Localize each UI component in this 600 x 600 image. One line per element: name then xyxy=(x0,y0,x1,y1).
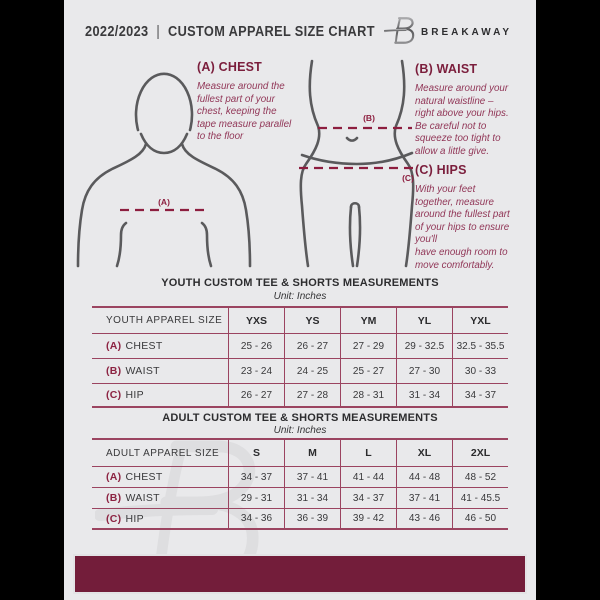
youth-size-table: YOUTH APPAREL SIZE YXS YS YM YL YXL (A) … xyxy=(92,306,508,408)
torso-figure-illustration: (A) xyxy=(76,72,252,268)
youth-size-ym: YM xyxy=(340,308,396,333)
youth-size-yxl: YXL xyxy=(452,308,508,333)
waist-guide: (B) WAIST Measure around your natural wa… xyxy=(415,62,533,159)
waist-guide-text: Measure around your natural waistline – … xyxy=(415,83,509,157)
value-cell: 26 - 27 xyxy=(228,384,284,406)
youth-table-header-row: YOUTH APPAREL SIZE YXS YS YM YL YXL xyxy=(92,306,508,333)
adult-size-l: L xyxy=(340,440,396,466)
youth-unit-label: Unit: Inches xyxy=(273,291,327,302)
value-cell: 27 - 30 xyxy=(396,359,452,383)
value-cell: 31 - 34 xyxy=(284,488,340,508)
youth-waist-row: (B) WAIST 23 - 24 24 - 25 25 - 27 27 - 3… xyxy=(92,358,508,383)
youth-size-yl: YL xyxy=(396,308,452,333)
hips-guide-text: With your feet together, measure around … xyxy=(415,184,510,271)
hips-guide-heading: (C) HIPS xyxy=(415,163,467,177)
brand-name: BREAKAWAY xyxy=(421,27,513,38)
adult-size-xl: XL xyxy=(396,440,452,466)
value-cell: 23 - 24 xyxy=(228,359,284,383)
youth-chest-row: (A) CHEST 25 - 26 26 - 27 27 - 29 29 - 3… xyxy=(92,333,508,358)
value-cell: 48 - 52 xyxy=(452,467,508,487)
chest-guide-text: Measure around the fullest part of your … xyxy=(197,81,292,143)
value-cell: 27 - 28 xyxy=(284,384,340,406)
youth-size-col-header: YOUTH APPAREL SIZE xyxy=(106,315,223,326)
value-cell: 34 - 36 xyxy=(228,509,284,528)
chest-guide-heading: (A) CHEST xyxy=(197,60,262,74)
lower-body-figure-illustration: (B) (C) xyxy=(299,59,415,268)
adult-size-table: ADULT APPAREL SIZE S M L XL 2XL (A) CHES… xyxy=(92,438,508,530)
edition-label: 2022/2023 xyxy=(85,24,149,40)
masthead-divider: | xyxy=(156,24,161,40)
row-label: (B) WAIST xyxy=(106,492,160,504)
value-cell: 28 - 31 xyxy=(340,384,396,406)
adult-hip-row: (C) HIP 34 - 36 36 - 39 39 - 42 43 - 46 … xyxy=(92,508,508,530)
adult-section-title: ADULT CUSTOM TEE & SHORTS MEASUREMENTS xyxy=(162,412,438,424)
adult-waist-row: (B) WAIST 29 - 31 31 - 34 34 - 37 37 - 4… xyxy=(92,487,508,508)
adult-unit-label: Unit: Inches xyxy=(273,425,327,436)
youth-section-title: YOUTH CUSTOM TEE & SHORTS MEASUREMENTS xyxy=(161,277,439,289)
adult-size-m: M xyxy=(284,440,340,466)
value-cell: 37 - 41 xyxy=(284,467,340,487)
value-cell: 43 - 46 xyxy=(396,509,452,528)
value-cell: 41 - 44 xyxy=(340,467,396,487)
row-label: (B) WAIST xyxy=(106,365,160,377)
value-cell: 25 - 27 xyxy=(340,359,396,383)
chest-marker-label: (A) xyxy=(158,197,170,207)
youth-size-yxs: YXS xyxy=(228,308,284,333)
hips-guide: (C) HIPS With your feet together, measur… xyxy=(415,163,535,272)
value-cell: 34 - 37 xyxy=(452,384,508,406)
row-label: (A) CHEST xyxy=(106,340,163,352)
size-chart-flyer: 2022/2023 | CUSTOM APPAREL SIZE CHART BR… xyxy=(64,0,536,600)
row-label: (C) HIP xyxy=(106,512,144,525)
adult-size-col-header: ADULT APPAREL SIZE xyxy=(106,447,220,459)
value-cell: 36 - 39 xyxy=(284,509,340,528)
youth-hip-row: (C) HIP 26 - 27 27 - 28 28 - 31 31 - 34 … xyxy=(92,383,508,408)
value-cell: 24 - 25 xyxy=(284,359,340,383)
adult-chest-row: (A) CHEST 34 - 37 37 - 41 41 - 44 44 - 4… xyxy=(92,466,508,487)
value-cell: 39 - 42 xyxy=(340,509,396,528)
value-cell: 27 - 29 xyxy=(340,334,396,358)
value-cell: 29 - 31 xyxy=(228,488,284,508)
value-cell: 29 - 32.5 xyxy=(396,334,452,358)
value-cell: 31 - 34 xyxy=(396,384,452,406)
page-title: CUSTOM APPAREL SIZE CHART xyxy=(168,24,375,40)
adult-table-header-row: ADULT APPAREL SIZE S M L XL 2XL xyxy=(92,438,508,466)
value-cell: 44 - 48 xyxy=(396,467,452,487)
adult-size-2xl: 2XL xyxy=(452,440,508,466)
row-label: (A) CHEST xyxy=(106,471,163,483)
adult-size-s: S xyxy=(228,440,284,466)
value-cell: 34 - 37 xyxy=(340,488,396,508)
value-cell: 30 - 33 xyxy=(452,359,508,383)
row-label: (C) HIP xyxy=(106,389,144,401)
masthead: 2022/2023 | CUSTOM APPAREL SIZE CHART xyxy=(85,24,375,40)
hips-marker-label: (C) xyxy=(402,173,414,183)
value-cell: 46 - 50 xyxy=(452,509,508,528)
value-cell: 34 - 37 xyxy=(228,467,284,487)
value-cell: 37 - 41 xyxy=(396,488,452,508)
chest-guide: (A) CHEST Measure around the fullest par… xyxy=(197,60,321,144)
waist-guide-heading: (B) WAIST xyxy=(415,62,478,76)
youth-size-ys: YS xyxy=(284,308,340,333)
value-cell: 41 - 45.5 xyxy=(452,488,508,508)
footer-accent-bar xyxy=(73,554,527,594)
value-cell: 32.5 - 35.5 xyxy=(452,334,508,358)
breakaway-b-logo-icon xyxy=(384,17,415,44)
value-cell: 25 - 26 xyxy=(228,334,284,358)
value-cell: 26 - 27 xyxy=(284,334,340,358)
waist-marker-label: (B) xyxy=(363,113,375,123)
